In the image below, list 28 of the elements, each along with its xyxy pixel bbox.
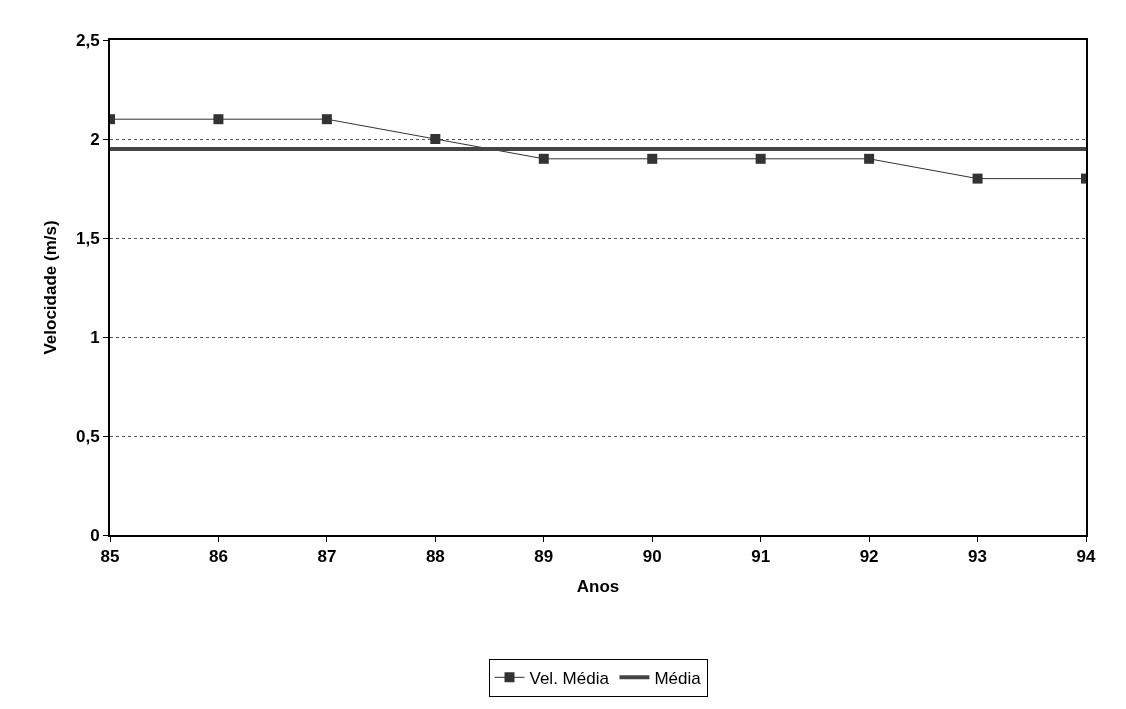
point (538, 153, 549, 164)
x-tick-label: 88 (425, 547, 445, 567)
legend-label: Vel. Média (529, 668, 610, 688)
y-tick-label: 1,5 (75, 228, 100, 248)
y-tick-label: 1 (90, 327, 100, 347)
x-tick-label: 85 (100, 547, 120, 567)
y-tick-label: 2,5 (75, 30, 100, 50)
x-tick-label: 94 (1076, 547, 1096, 567)
x-tick-label: 87 (317, 547, 337, 567)
point (864, 153, 875, 164)
point (430, 134, 441, 144)
y-tick-label: 2 (90, 129, 100, 149)
point (321, 114, 332, 125)
x-tick-label: 92 (859, 547, 879, 567)
y-tick-label: 0,5 (75, 426, 100, 446)
point (213, 114, 224, 125)
x-tick-label: 90 (642, 547, 662, 567)
y-tick-label: 0 (90, 525, 100, 545)
point (755, 153, 766, 164)
point (647, 153, 658, 164)
legend-label: Média (654, 668, 702, 688)
x-axis-title: Anos (576, 577, 620, 597)
x-tick-label: 89 (534, 547, 554, 567)
x-tick-label: 91 (751, 547, 771, 567)
point (972, 173, 983, 184)
y-axis-title: Velocidade (m/s) (41, 220, 61, 355)
x-tick-label: 86 (208, 547, 228, 567)
x-tick-label: 93 (968, 547, 988, 567)
